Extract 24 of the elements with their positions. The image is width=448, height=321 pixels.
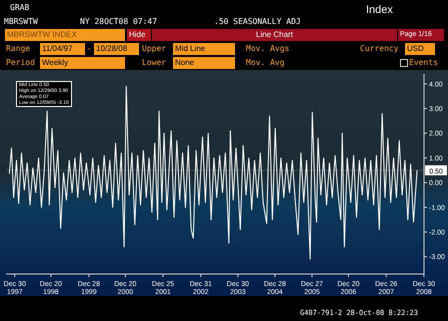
text: Currency: [360, 43, 399, 54]
chart-title: Line Chart: [152, 29, 397, 41]
text: USD: [405, 43, 435, 55]
text: .50 SEASONALLY ADJ: [214, 16, 301, 27]
text: Upper: [142, 43, 166, 54]
text: Hide: [127, 29, 151, 41]
text: Range: [6, 43, 30, 54]
line-series: [8, 86, 418, 260]
text: Weekly: [40, 57, 125, 69]
text: Mov. Avgs: [246, 43, 290, 54]
text: Period: [6, 57, 35, 68]
text: None: [173, 57, 235, 69]
text: Lower: [142, 57, 166, 68]
text: Events: [409, 57, 438, 68]
text: MBRSWTW INDEX: [5, 29, 125, 41]
text: NY 28OCT08 07:47: [80, 16, 158, 27]
text: 10/28/08: [94, 43, 139, 55]
text: Mov. Avg: [246, 57, 285, 68]
text: GRAB: [10, 2, 30, 13]
text: MBRSWTW: [4, 16, 38, 27]
text: -: [87, 43, 92, 54]
text: Mid Line: [173, 43, 235, 55]
text: Index: [366, 4, 393, 16]
text: 11/04/97: [40, 43, 85, 55]
